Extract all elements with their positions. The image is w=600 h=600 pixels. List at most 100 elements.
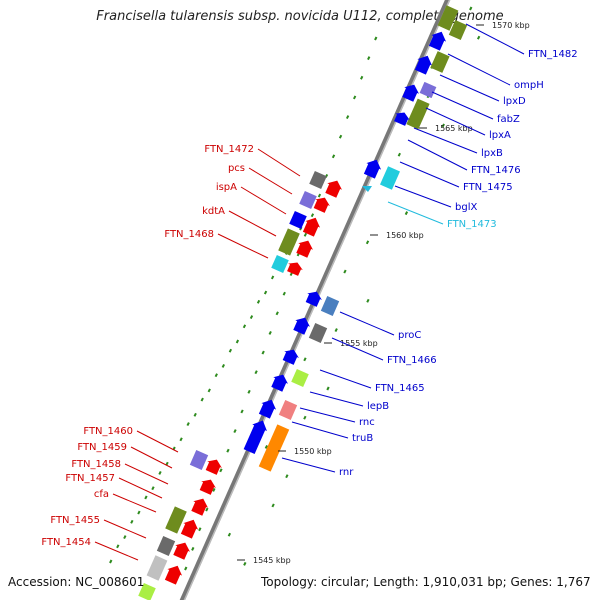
scale-label: 1565 kbp: [435, 124, 473, 133]
gc-dot: [360, 75, 364, 80]
feature-block: [289, 210, 307, 230]
gene-label: FTN_1476: [471, 165, 521, 176]
feature-block: [437, 5, 459, 31]
scale-label: 1560 kbp: [386, 231, 424, 240]
leader-line: [228, 210, 277, 237]
leader-line: [281, 457, 336, 473]
gene-label: FTN_1466: [387, 355, 437, 366]
leader-line: [331, 337, 384, 361]
gene-label: pcs: [228, 163, 245, 174]
gc-dot: [331, 154, 336, 159]
feature-block: [309, 170, 327, 190]
leader-line: [413, 127, 478, 154]
leader-line: [118, 477, 163, 499]
gene-label: kdtA: [202, 206, 225, 217]
reverse-gene-arrow: [313, 197, 330, 213]
gene-label: FTN_1455: [50, 515, 100, 526]
gc-dot: [270, 275, 275, 280]
leader-line: [309, 391, 364, 407]
reverse-gene-arrow: [302, 217, 321, 237]
gc-dot: [261, 350, 265, 355]
leader-line: [94, 541, 139, 561]
gc-dot: [476, 35, 481, 40]
reverse-gene-arrow: [296, 240, 313, 258]
scale-label: 1555 kbp: [340, 339, 378, 348]
leader-line: [447, 53, 511, 86]
gc-dot: [109, 559, 113, 564]
leader-line: [339, 311, 395, 336]
gene-label: rnc: [359, 417, 375, 428]
gene-label: FTN_1473: [447, 219, 497, 230]
feature-block: [271, 254, 289, 274]
gc-dot: [326, 386, 330, 391]
gc-dot: [200, 397, 204, 402]
forward-gene-arrow: [243, 420, 267, 454]
forward-gene-arrow: [305, 291, 322, 307]
gc-dot: [275, 311, 279, 316]
gc-dot: [151, 486, 155, 491]
feature-block: [156, 536, 176, 556]
leader-line: [425, 107, 486, 136]
gc-dot: [366, 298, 370, 303]
gc-dot: [193, 412, 197, 417]
gc-dot: [207, 388, 211, 393]
feature-block: [146, 555, 168, 581]
gene-label: cfa: [94, 489, 109, 500]
leader-line: [439, 74, 500, 102]
map-title: Francisella tularensis subsp. novicida U…: [96, 9, 504, 24]
feature-block: [308, 323, 328, 343]
leader-line: [217, 233, 269, 259]
forward-gene-arrow: [402, 84, 419, 102]
gene-label: FTN_1460: [83, 426, 133, 437]
gc-dot: [205, 507, 209, 512]
leader-line: [387, 201, 444, 225]
gc-dot: [365, 240, 370, 245]
gc-dot: [186, 422, 190, 427]
leader-line: [240, 186, 287, 215]
leader-line: [291, 421, 349, 439]
gc-dot: [263, 290, 268, 295]
gc-dot: [338, 134, 343, 139]
gc-dot: [243, 561, 247, 566]
gc-dot: [130, 519, 134, 524]
gene-label: lpxB: [481, 148, 503, 159]
leader-line: [257, 148, 301, 177]
feature-block: [138, 582, 156, 600]
genome-summary-text: Topology: circular; Length: 1,910,031 bp…: [261, 575, 591, 589]
gene-label: FTN_1458: [71, 459, 121, 470]
gc-dot: [212, 488, 216, 492]
scale-label: 1570 kbp: [492, 21, 530, 30]
gene-label: lepB: [367, 401, 389, 412]
gene-label: FTN_1459: [77, 442, 127, 453]
gc-dot: [374, 36, 378, 41]
forward-gene-arrow: [258, 399, 277, 419]
gc-dot: [247, 389, 251, 394]
leader-line: [112, 493, 157, 513]
gc-dot: [116, 544, 120, 549]
leader-line: [103, 519, 147, 539]
gc-dot: [249, 315, 254, 320]
forward-gene-arrow: [271, 374, 288, 392]
feature-block: [320, 296, 340, 316]
scale-label: 1550 kbp: [294, 447, 332, 456]
reverse-gene-arrow: [173, 542, 190, 560]
leader-line: [130, 446, 173, 469]
leader-line: [394, 185, 452, 208]
forward-gene-arrow: [363, 159, 382, 179]
gc-dot: [343, 269, 347, 274]
gc-dot: [310, 213, 315, 218]
gene-label: FTN_1465: [375, 383, 425, 394]
gc-dot: [137, 510, 141, 515]
gc-dot: [303, 232, 308, 237]
gc-dot: [367, 56, 371, 61]
gc-dot: [219, 468, 223, 473]
gene-label: proC: [398, 330, 421, 341]
feature-block: [299, 190, 317, 210]
feature-block: [406, 98, 430, 130]
forward-gene-arrow: [394, 112, 410, 126]
leader-line: [248, 167, 293, 195]
gc-dot: [404, 211, 409, 216]
reverse-gene-arrow: [191, 498, 208, 516]
label-leaders: [94, 23, 525, 561]
